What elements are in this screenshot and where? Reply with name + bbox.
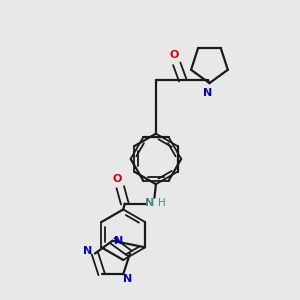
Text: N: N — [114, 236, 123, 246]
Text: N: N — [146, 199, 154, 208]
Text: N: N — [203, 88, 213, 98]
Text: O: O — [169, 50, 178, 60]
Text: N: N — [83, 246, 92, 256]
Text: N: N — [123, 274, 132, 284]
Text: O: O — [112, 174, 122, 184]
Text: H: H — [158, 199, 166, 208]
